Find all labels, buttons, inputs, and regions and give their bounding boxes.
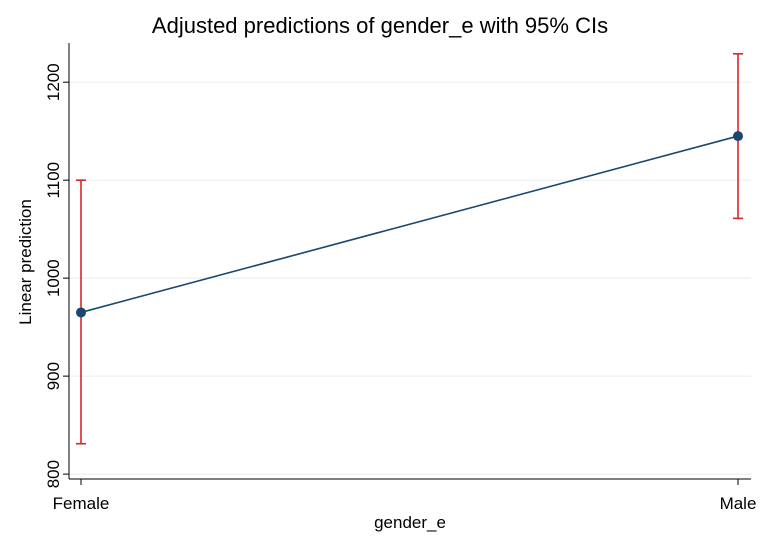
y-tick-label: 1000 bbox=[44, 259, 63, 297]
gridlines bbox=[69, 81, 751, 475]
x-tick-label: Male bbox=[720, 494, 757, 513]
series-line bbox=[80, 135, 739, 314]
x-axis-title: gender_e bbox=[374, 513, 446, 532]
y-tick-label: 1100 bbox=[44, 162, 63, 199]
y-tick-label: 800 bbox=[44, 460, 63, 488]
x-ticks: Female Male bbox=[53, 479, 757, 513]
point-marker bbox=[733, 131, 743, 142]
point-markers bbox=[76, 131, 743, 318]
point-marker bbox=[76, 307, 86, 318]
y-axis-title: Linear prediction bbox=[16, 199, 35, 325]
y-tick-label: 1200 bbox=[44, 63, 63, 101]
chart-title: Adjusted predictions of gender_e with 95… bbox=[152, 13, 608, 38]
x-tick-label: Female bbox=[53, 494, 110, 513]
series-line-group bbox=[80, 135, 739, 314]
y-ticks: 800 900 1000 1100 1200 bbox=[44, 63, 69, 488]
y-tick-label: 900 bbox=[44, 362, 63, 390]
